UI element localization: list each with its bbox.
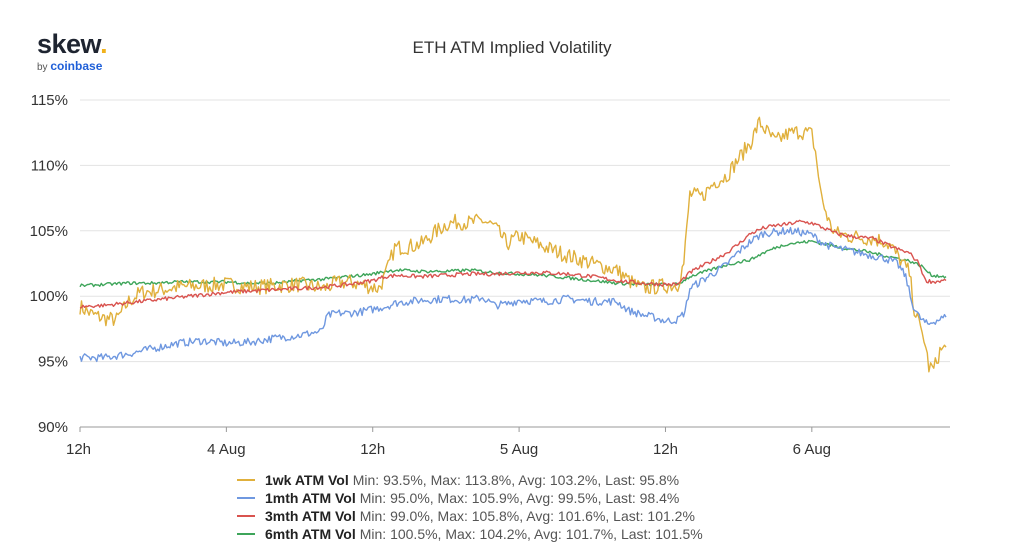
x-tick-label: 5 Aug: [500, 441, 538, 458]
legend-item[interactable]: 1wk ATM Vol Min: 93.5%, Max: 113.8%, Avg:…: [237, 471, 703, 489]
series-line-6mth-atm-vol: [79, 239, 947, 288]
series-line-1wk-atm-vol: [79, 116, 947, 373]
logo-partner: coinbase: [50, 59, 103, 73]
skew-logo: skew. by coinbase: [37, 30, 127, 73]
legend-series-stats: Min: 93.5%, Max: 113.8%, Avg: 103.2%, La…: [352, 472, 680, 488]
x-axis: 12h 4 Aug 12h 5 Aug 12h 6 Aug: [66, 427, 831, 458]
logo-dot: .: [100, 29, 108, 59]
x-tick-label: 4 Aug: [207, 441, 245, 458]
x-tick-label: 12h: [653, 441, 678, 458]
y-tick-label: 90%: [38, 419, 68, 436]
legend-series-name: 6mth ATM Vol: [265, 526, 356, 542]
gridlines: [80, 99, 950, 428]
y-tick-label: 100%: [30, 288, 68, 305]
legend-series-name: 3mth ATM Vol: [265, 508, 356, 524]
y-tick-label: 115%: [31, 92, 68, 109]
plot-lines: [79, 116, 947, 373]
x-tick-label: 12h: [360, 441, 385, 458]
legend-item[interactable]: 6mth ATM Vol Min: 100.5%, Max: 104.2%, Av…: [237, 525, 703, 543]
legend-series-stats: Min: 95.0%, Max: 105.9%, Avg: 99.5%, Las…: [359, 490, 680, 506]
y-tick-label: 110%: [31, 157, 68, 174]
x-tick-label: 6 Aug: [793, 441, 831, 458]
y-tick-label: 95%: [38, 354, 68, 371]
legend-swatch: [237, 479, 255, 481]
legend-swatch: [237, 515, 255, 517]
legend-swatch: [237, 533, 255, 535]
logo-by: by: [37, 62, 48, 73]
legend-series-name: 1wk ATM Vol: [265, 472, 349, 488]
chart-title: ETH ATM Implied Volatility: [412, 38, 612, 57]
y-tick-label: 105%: [30, 223, 68, 240]
legend-item[interactable]: 3mth ATM Vol Min: 99.0%, Max: 105.8%, Avg…: [237, 507, 703, 525]
y-axis: 90% 95% 100% 105% 110% 115%: [30, 92, 68, 436]
legend-series-stats: Min: 100.5%, Max: 104.2%, Avg: 101.7%, L…: [359, 526, 703, 542]
legend-series-name: 1mth ATM Vol: [265, 490, 356, 506]
series-line-1mth-atm-vol: [79, 226, 947, 363]
logo-brand: skew: [37, 29, 101, 59]
legend-item[interactable]: 1mth ATM Vol Min: 95.0%, Max: 105.9%, Avg…: [237, 489, 703, 507]
chart: 90%95%100%105%110%115% 12h 4 Aug 12h 5 Aug 1…: [30, 92, 950, 458]
legend-swatch: [237, 497, 255, 499]
x-tick-label: 12h: [66, 441, 91, 458]
legend-series-stats: Min: 99.0%, Max: 105.8%, Avg: 101.6%, La…: [359, 508, 695, 524]
legend: 1wk ATM Vol Min: 93.5%, Max: 113.8%, Avg:…: [237, 471, 703, 543]
series-line-3mth-atm-vol: [79, 219, 947, 309]
